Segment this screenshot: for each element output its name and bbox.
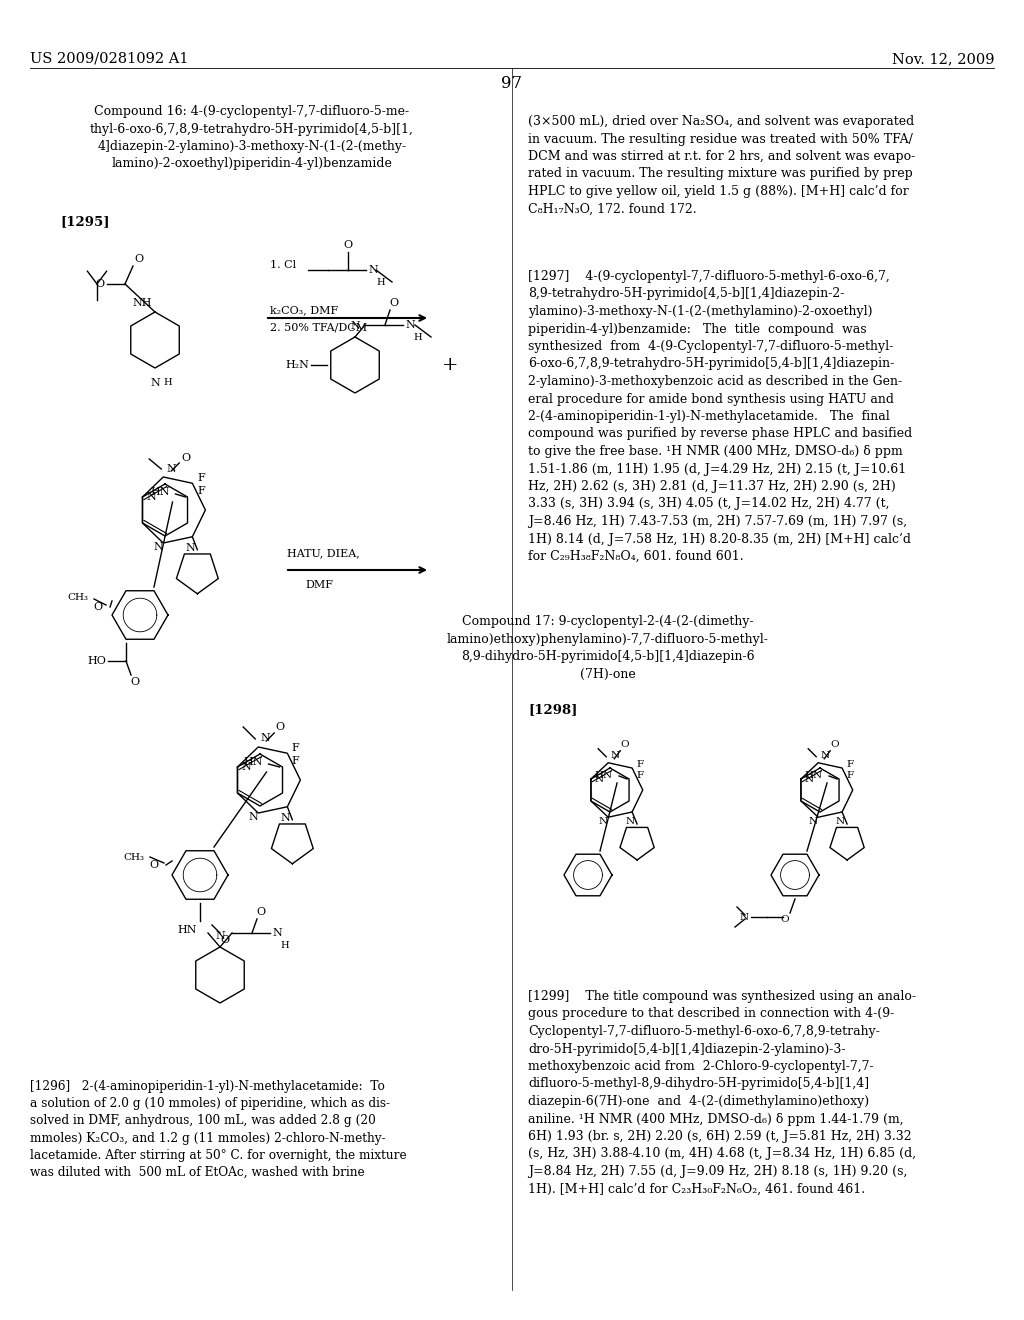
Text: N: N — [154, 543, 163, 552]
Text: F: F — [198, 474, 205, 483]
Text: N: N — [740, 912, 749, 921]
Text: N: N — [626, 817, 635, 826]
Text: US 2009/0281092 A1: US 2009/0281092 A1 — [30, 51, 188, 66]
Text: CH₃: CH₃ — [123, 853, 144, 862]
Text: N: N — [820, 751, 829, 760]
Text: F: F — [846, 771, 853, 780]
Text: N: N — [805, 775, 814, 784]
Text: H: H — [280, 941, 289, 950]
Text: N: N — [151, 378, 160, 388]
Text: N: N — [272, 928, 282, 939]
Text: H₂N: H₂N — [285, 360, 309, 370]
Text: H: H — [163, 378, 172, 387]
Text: N: N — [166, 465, 176, 474]
Text: N: N — [146, 492, 157, 502]
Text: [1297]    4-(9-cyclopentyl-7,7-difluoro-5-methyl-6-oxo-6,7,
8,9-tetrahydro-5H-py: [1297] 4-(9-cyclopentyl-7,7-difluoro-5-m… — [528, 271, 912, 564]
Text: Nov. 12, 2009: Nov. 12, 2009 — [892, 51, 994, 66]
Text: O: O — [93, 602, 102, 612]
Text: O: O — [130, 677, 139, 686]
Text: HN: HN — [177, 925, 197, 935]
Text: O: O — [343, 240, 352, 249]
Text: N: N — [599, 817, 608, 826]
Text: k₂CO₃, DMF: k₂CO₃, DMF — [270, 305, 338, 315]
Text: +: + — [441, 356, 459, 374]
Text: F: F — [636, 771, 643, 780]
Text: F: F — [292, 743, 299, 754]
Text: H: H — [413, 333, 422, 342]
Text: (3×500 mL), dried over Na₂SO₄, and solvent was evaporated
in vacuum. The resulti: (3×500 mL), dried over Na₂SO₄, and solve… — [528, 115, 915, 215]
Text: O: O — [780, 915, 790, 924]
Text: HN: HN — [243, 756, 262, 767]
Text: Compound 16: 4-(9-cyclopentyl-7,7-difluoro-5-me-
thyl-6-oxo-6,7,8,9-tetrahydro-5: Compound 16: 4-(9-cyclopentyl-7,7-difluo… — [90, 106, 414, 170]
Text: N: N — [809, 817, 818, 826]
Text: HATU, DIEA,: HATU, DIEA, — [287, 548, 359, 558]
Text: N: N — [836, 817, 845, 826]
Text: N: N — [185, 543, 196, 553]
Text: N: N — [248, 812, 258, 822]
Text: [1299]    The title compound was synthesized using an analo-
gous procedure to t: [1299] The title compound was synthesize… — [528, 990, 916, 1196]
Text: N: N — [260, 733, 270, 743]
Text: O: O — [830, 739, 839, 748]
Text: O: O — [148, 861, 158, 870]
Text: [1295]: [1295] — [60, 215, 110, 228]
Text: F: F — [292, 756, 299, 766]
Text: HO: HO — [87, 656, 106, 667]
Text: O: O — [220, 935, 229, 945]
Text: O: O — [275, 722, 285, 733]
Text: O: O — [181, 453, 190, 463]
Text: N: N — [242, 762, 251, 772]
Text: H: H — [376, 279, 385, 286]
Text: N: N — [215, 931, 225, 941]
Text: F: F — [198, 486, 205, 496]
Text: [1296]   2-(4-aminopiperidin-1-yl)-N-methylacetamide:  To
a solution of 2.0 g (1: [1296] 2-(4-aminopiperidin-1-yl)-N-methy… — [30, 1080, 407, 1179]
Text: [1298]: [1298] — [528, 704, 578, 715]
Text: F: F — [846, 759, 853, 768]
Text: N: N — [610, 751, 620, 760]
Text: N: N — [350, 321, 359, 331]
Text: N: N — [281, 813, 290, 822]
Text: O: O — [96, 279, 105, 289]
Text: N: N — [368, 265, 378, 275]
Text: 1. Cl: 1. Cl — [270, 260, 296, 271]
Text: NH: NH — [132, 298, 152, 308]
Text: O: O — [621, 739, 629, 748]
Text: O: O — [389, 298, 398, 308]
Text: 97: 97 — [502, 75, 522, 92]
Text: O: O — [134, 253, 143, 264]
Text: 2. 50% TFA/DCM: 2. 50% TFA/DCM — [270, 323, 368, 333]
Text: F: F — [636, 759, 643, 768]
Text: N: N — [406, 319, 415, 330]
Text: Compound 17: 9-cyclopentyl-2-(4-(2-(dimethy-
lamino)ethoxy)phenylamino)-7,7-difl: Compound 17: 9-cyclopentyl-2-(4-(2-(dime… — [447, 615, 769, 681]
Text: HN: HN — [805, 771, 823, 780]
Text: HN: HN — [151, 487, 170, 498]
Text: DMF: DMF — [305, 579, 333, 590]
Text: O: O — [256, 907, 265, 917]
Text: CH₃: CH₃ — [67, 593, 88, 602]
Text: HN: HN — [595, 771, 613, 780]
Text: N: N — [595, 775, 604, 784]
